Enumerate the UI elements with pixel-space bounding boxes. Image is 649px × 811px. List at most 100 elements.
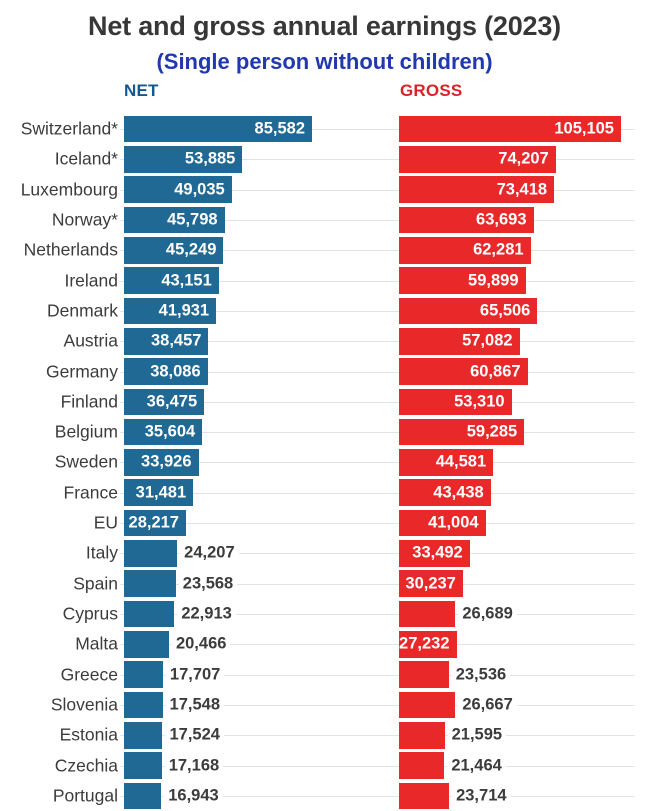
- gross-value-label: 26,667: [458, 695, 517, 715]
- net-bar: [124, 449, 199, 476]
- row-gridline: [120, 159, 635, 161]
- net-bar: [124, 509, 186, 537]
- gross-bar: [399, 297, 538, 325]
- country-label: Norway*: [51, 209, 118, 230]
- gross-value-label: 27,232: [399, 634, 450, 653]
- net-value-label: 49,035: [174, 180, 225, 199]
- net-value-label: 31,481: [135, 483, 187, 502]
- gross-value-label: 65,506: [479, 301, 531, 320]
- row-gridline: [120, 795, 635, 797]
- gross-value-label: 59,285: [466, 422, 518, 441]
- row-gridline: [120, 371, 635, 373]
- country-label: Slovenia: [50, 694, 118, 715]
- chart-row: Slovenia 17,548 26,667: [0, 690, 649, 720]
- country-label: Belgium: [54, 421, 118, 442]
- gross-bar: [399, 570, 463, 597]
- chart-row: Czechia 17,168 21,464: [0, 750, 649, 780]
- net-value-label: 41,931: [158, 301, 210, 320]
- gross-bar: [399, 358, 528, 385]
- net-bar: [124, 721, 163, 749]
- net-bar: [124, 358, 208, 385]
- chart-row: France 31,481 43,438: [0, 478, 649, 508]
- chart-row: Italy 24,207 33,492: [0, 538, 649, 568]
- gross-value-label: 43,438: [433, 483, 484, 502]
- country-label: Switzerland*: [20, 118, 118, 139]
- country-label: Iceland*: [54, 148, 118, 169]
- net-column-header: NET: [124, 81, 159, 100]
- row-gridline: [120, 401, 635, 403]
- chart-row: EU 28,217 41,004: [0, 508, 649, 538]
- net-value-label: 20,466: [171, 634, 231, 654]
- chart-subtitle: (Single person without children): [156, 49, 493, 74]
- net-value-label: 17,548: [165, 695, 225, 715]
- row-gridline: [120, 310, 635, 312]
- net-value-label: 22,913: [177, 604, 236, 624]
- net-value-label: 28,217: [128, 513, 179, 532]
- bar-rows: Switzerland* 85,582 105,105 Iceland* 53,885 7…: [0, 114, 649, 811]
- row-gridline: [120, 280, 635, 282]
- gross-bar: [399, 237, 531, 264]
- row-gridline: [120, 220, 635, 222]
- net-bar: [124, 661, 163, 688]
- net-value-label: 35,604: [144, 422, 196, 441]
- gross-value-label: 53,310: [454, 392, 505, 411]
- gross-bar: [399, 327, 520, 355]
- gross-value-label: 105,105: [554, 119, 614, 138]
- net-bar: [124, 115, 312, 143]
- gross-value-label: 63,693: [476, 210, 527, 229]
- row-gridline: [120, 583, 635, 585]
- country-label: Czechia: [54, 755, 118, 776]
- country-label: Malta: [75, 633, 118, 654]
- net-bar: [124, 631, 169, 658]
- gross-bar: [399, 661, 449, 688]
- gross-bar: [399, 752, 445, 779]
- row-gridline: [120, 704, 635, 706]
- net-value-label: 33,926: [141, 452, 192, 471]
- gross-value-label: 60,867: [470, 362, 521, 381]
- chart-row: Greece 17,707 23,536: [0, 659, 649, 689]
- gross-value-label: 44,581: [435, 452, 487, 471]
- net-bar: [124, 479, 194, 507]
- chart-row: Sweden 33,926 44,581: [0, 447, 649, 477]
- net-bar: [124, 267, 219, 294]
- net-bar: [124, 237, 224, 264]
- gross-bar: [399, 691, 456, 719]
- row-gridline: [120, 129, 635, 131]
- net-bar: [124, 691, 163, 719]
- gross-value-label: 21,464: [447, 756, 506, 776]
- net-bar: [124, 146, 243, 173]
- row-gridline: [120, 341, 635, 343]
- chart-row: Iceland* 53,885 74,207: [0, 144, 649, 174]
- gross-value-label: 23,714: [452, 786, 511, 806]
- country-label: Spain: [73, 573, 118, 594]
- gross-value-label: 62,281: [473, 240, 524, 259]
- gross-value-label: 41,004: [428, 513, 479, 532]
- net-bar: [124, 388, 205, 416]
- gross-value-label: 74,207: [498, 149, 549, 168]
- country-label: Ireland: [64, 270, 118, 291]
- gross-bar: [399, 267, 526, 294]
- gross-bar: [399, 600, 456, 628]
- chart-title: Net and gross annual earnings (2023): [88, 11, 561, 41]
- net-bar: [124, 782, 162, 810]
- net-value-label: 43,151: [161, 271, 212, 290]
- gross-bar: [399, 782, 450, 810]
- net-bar: [124, 752, 162, 779]
- gross-value-label: 30,237: [405, 574, 456, 593]
- gross-bar: [399, 388, 512, 416]
- row-gridline: [120, 523, 635, 525]
- chart-row: Norway* 45,798 63,693: [0, 205, 649, 235]
- net-value-label: 23,568: [178, 574, 238, 594]
- row-gridline: [120, 735, 635, 737]
- net-bar: [124, 297, 217, 325]
- net-bar: [124, 570, 176, 597]
- country-label: France: [63, 482, 118, 503]
- country-label: Cyprus: [62, 603, 118, 624]
- net-value-label: 17,524: [165, 725, 224, 745]
- net-bar: [124, 540, 178, 567]
- country-label: Luxembourg: [20, 179, 118, 200]
- gross-bar: [399, 115, 621, 143]
- country-label: Sweden: [54, 451, 118, 472]
- chart-row: Austria 38,457 57,082: [0, 326, 649, 356]
- gross-value-label: 21,595: [447, 725, 507, 745]
